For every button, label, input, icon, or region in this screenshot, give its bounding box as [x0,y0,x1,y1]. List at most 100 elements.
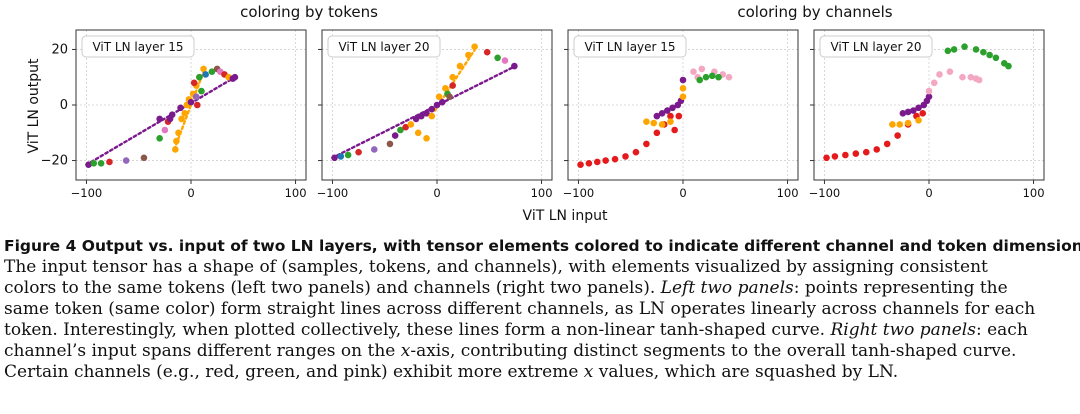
x-tick-label: −100 [317,186,349,200]
caption-text: : points representing the [793,278,1008,298]
data-point [501,57,509,64]
y-tick-label: 20 [51,42,68,57]
caption-line-6: Certain channels (e.g., red, green, and … [4,362,1076,383]
panel-label: ViT LN layer 15 [92,40,183,54]
data-point [391,132,399,139]
data-point [156,115,163,123]
data-point [370,146,378,153]
data-point [925,93,933,100]
data-point [852,150,860,157]
data-point [904,119,912,127]
data-point [915,104,922,112]
group-title-channels: coloring by channels [737,3,892,21]
ln-scatter-figure: coloring by tokens coloring by channels … [26,3,1045,224]
data-point [972,46,980,53]
data-point [702,73,710,81]
data-point [585,160,593,167]
data-point [658,121,666,128]
x-tick-label: −100 [563,186,595,200]
data-point [679,76,687,84]
data-point [192,93,200,100]
x-axis-label: ViT LN input [523,208,608,224]
data-point [986,51,993,59]
data-point [643,140,650,148]
data-point [446,93,453,100]
data-point [950,46,958,53]
data-point [650,119,658,127]
data-point [190,79,198,87]
data-point [166,115,174,123]
data-point [337,153,345,160]
data-point [175,129,182,137]
data-point [632,148,640,156]
x-tick-label: 100 [1023,186,1045,200]
data-point [715,73,722,81]
data-point [708,72,716,80]
data-point [667,112,674,120]
dotted-trend-line [173,67,206,151]
data-point [140,154,148,162]
data-point [904,108,912,116]
x-tick-label: 0 [679,186,686,200]
data-point [456,62,464,70]
caption-emphasis: Left two panels [660,278,794,298]
data-point [643,118,650,125]
data-point [975,76,983,84]
data-point [593,158,601,166]
x-tick-label: 100 [777,186,799,200]
data-point [187,98,195,106]
data-point [423,135,430,142]
data-point [181,110,189,117]
data-point [231,73,239,81]
panel-label: ViT LN layer 15 [584,40,675,54]
data-point [889,121,896,128]
data-point [386,140,394,148]
data-point [173,137,180,145]
data-point [208,68,216,75]
data-point [414,129,422,137]
data-point [511,62,518,70]
data-point [433,101,441,109]
panel-3: −100 0 100 ViT LN layer 15 [563,29,799,200]
caption-title: Figure 4 Output vs. input of two LN laye… [4,237,1080,255]
panel-label-box [573,35,687,58]
data-point [90,160,98,167]
y-axis-label: ViT LN output [26,58,42,154]
data-point [883,140,891,148]
panel-label: ViT LN layer 20 [830,40,921,54]
data-point [465,51,472,59]
data-point [402,123,409,131]
data-point [675,112,683,120]
data-point [679,93,687,100]
data-point [725,73,733,81]
x-tick-label: 100 [531,186,553,200]
data-point [407,121,415,128]
data-point [97,160,105,167]
data-point [355,148,362,156]
data-point [193,101,201,109]
caption-text: channel’s input spans different ranges o… [4,341,401,361]
panel-4: −100 0 100 ViT LN layer 20 [809,29,1045,200]
data-point [823,154,830,162]
panel-label: ViT LN layer 20 [338,40,429,54]
data-point [915,116,922,124]
caption-text: Certain channels (e.g., red, green, and … [4,362,584,382]
data-point [919,110,927,117]
data-point [669,104,676,112]
data-point [862,148,870,156]
x-tick-label: 0 [925,186,932,200]
caption-text: : each [975,320,1028,340]
data-point [1005,62,1012,70]
data-point [428,105,436,113]
data-point [910,107,917,114]
data-point [577,161,584,169]
x-tick-label: 100 [285,186,307,200]
y-tick-label: −20 [41,154,68,169]
caption-text: token. Interestingly, when plotted colle… [4,320,831,340]
data-point [961,43,968,50]
data-point [397,126,404,134]
data-point [930,79,938,87]
data-point [331,154,338,162]
caption-text: colors to the same tokens (left two pane… [4,278,661,298]
